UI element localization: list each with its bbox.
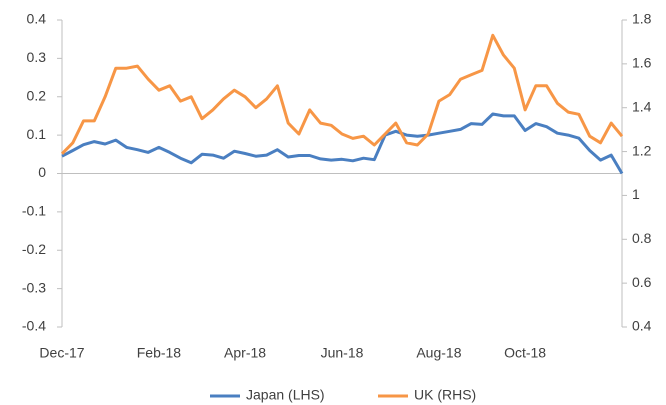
y-tick-label: 0.1 — [27, 126, 47, 142]
y2-tick-label: 0.4 — [632, 318, 652, 334]
legend-label: UK (RHS) — [414, 387, 476, 403]
y2-tick-label: 0.6 — [632, 274, 652, 290]
y-tick-label: 0.2 — [27, 87, 47, 103]
y-tick-label: -0.1 — [22, 203, 46, 219]
x-tick-label: Dec-17 — [39, 345, 84, 361]
x-tick-label: Aug-18 — [416, 345, 461, 361]
y2-tick-label: 1.4 — [632, 98, 652, 114]
x-tick-label: Jun-18 — [321, 345, 364, 361]
y-tick-label: 0 — [38, 164, 46, 180]
y-tick-label: 0.3 — [27, 49, 47, 65]
y2-tick-label: 1.2 — [632, 142, 652, 158]
y-tick-label: -0.2 — [22, 241, 46, 257]
legend-label: Japan (LHS) — [246, 387, 325, 403]
x-tick-label: Feb-18 — [137, 345, 182, 361]
y-tick-label: 0.4 — [27, 11, 47, 27]
y2-tick-label: 0.8 — [632, 230, 652, 246]
series-line — [61, 112, 624, 175]
y-tick-label: -0.3 — [22, 279, 46, 295]
x-tick-label: Oct-18 — [504, 345, 546, 361]
y-tick-label: -0.4 — [22, 318, 46, 334]
x-tick-label: Apr-18 — [224, 345, 266, 361]
y2-tick-label: 1.6 — [632, 55, 652, 71]
y2-tick-label: 1.8 — [632, 11, 652, 27]
series-line — [60, 33, 624, 155]
y2-tick-label: 1 — [632, 186, 640, 202]
